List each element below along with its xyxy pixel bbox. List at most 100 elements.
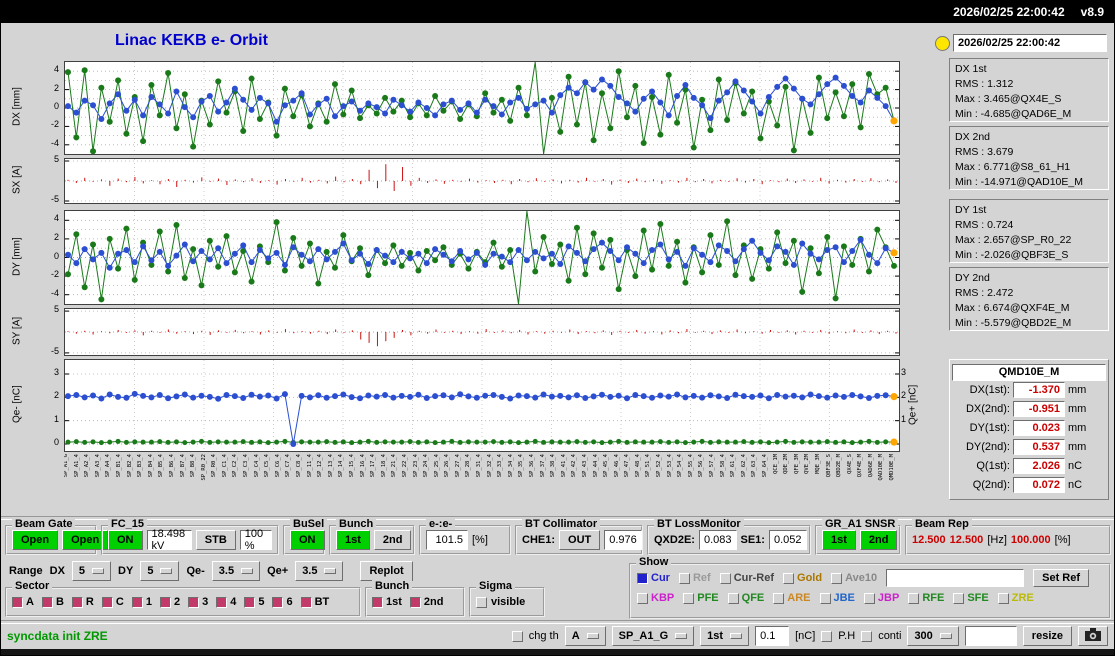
x-axis-label: SP_23_4 <box>412 454 419 478</box>
range-dx-select[interactable]: 5 <box>71 561 112 581</box>
sector-checkbox-A[interactable] <box>12 596 23 608</box>
sector-checkbox-5[interactable] <box>244 596 256 608</box>
show-checkbox-ARE[interactable] <box>773 592 785 604</box>
threshold-unit: [nC] <box>795 630 816 642</box>
sector-checkbox-R[interactable] <box>71 596 83 608</box>
sector-select[interactable]: A <box>564 626 606 646</box>
monitor-row-3: DY(2nd): 0.537 mm <box>952 438 1106 457</box>
x-axis-label: QVE_2M <box>804 454 811 474</box>
stat-rms: RMS : 1.312 <box>955 78 1014 90</box>
qxd2e-value-display: 0.083 <box>698 530 737 550</box>
conti-label: conti <box>878 630 902 642</box>
show-checkbox-JBP[interactable] <box>863 592 875 604</box>
ref-name-input[interactable] <box>886 569 1025 587</box>
dy-plot[interactable] <box>64 210 900 305</box>
show-checkbox-Ref[interactable] <box>678 572 690 584</box>
sector-checkbox-2[interactable] <box>159 596 171 608</box>
sector-checkbox-B[interactable] <box>41 596 53 608</box>
gr-snsr-1st-button[interactable]: 1st <box>822 530 856 550</box>
bunch-select[interactable]: 1st <box>700 626 750 646</box>
x-axis-label: SP_27_4 <box>454 454 461 478</box>
fc15-kv-display: 18.498 kV <box>146 528 192 552</box>
sx-plot[interactable] <box>64 158 900 204</box>
sector-checkbox-BT[interactable] <box>300 596 312 608</box>
show-checkbox-RFE[interactable] <box>908 592 920 604</box>
bt-lossmonitor-group: BT LossMonitor QXD2E: 0.083 SE1: 0.052 <box>647 518 811 555</box>
beam-gate-open-button-2[interactable]: Open <box>62 530 109 550</box>
sector-checkbox-6[interactable] <box>272 596 284 608</box>
show-label-SFE: SFE <box>967 592 989 604</box>
bunch-2nd-button[interactable]: 2nd <box>373 530 412 550</box>
option-menu-dash <box>675 633 688 639</box>
fc15-on-button[interactable]: ON <box>108 530 143 550</box>
resize-button[interactable]: resize <box>1022 626 1072 646</box>
show-label-KBP: KBP <box>651 592 675 604</box>
show-checkbox-PFE[interactable] <box>683 592 695 604</box>
busel-on-button[interactable]: ON <box>290 530 325 550</box>
show-checkbox-Cur-Ref[interactable] <box>719 572 731 584</box>
snapshot-button[interactable] <box>1078 626 1108 646</box>
range-qem-select[interactable]: 3.5 <box>211 561 261 581</box>
show-checkbox-ZRE[interactable] <box>997 592 1009 604</box>
replot-button[interactable]: Replot <box>360 561 413 581</box>
show-item-KBP: KBP <box>637 592 674 604</box>
bunch-select-checkbox-2nd[interactable] <box>409 596 421 608</box>
conti-checkbox[interactable] <box>861 630 873 642</box>
show-checkbox-Gold[interactable] <box>783 572 795 584</box>
beam-gate-group: Beam Gate Open Open <box>5 518 109 555</box>
threshold-input[interactable] <box>755 626 790 646</box>
qe-right-y-tick: 1 <box>901 413 907 424</box>
option-menu-dash <box>241 568 254 574</box>
fc15-stb-button[interactable]: STB <box>195 530 236 550</box>
bunch-select-checkbox-1st[interactable] <box>372 596 383 608</box>
x-axis-label: SP_61_4 <box>730 454 737 478</box>
bunch-1st-button[interactable]: 1st <box>336 530 370 550</box>
monitor-row-1: DX(2nd): -0.951 mm <box>952 400 1106 419</box>
dy-y-tick: 0 <box>53 250 59 261</box>
sector-label-2: 2 <box>173 596 181 608</box>
monitor-row-2: DY(1st): 0.023 mm <box>952 419 1106 438</box>
x-axis-label: QFE_3M <box>793 454 800 474</box>
che1-out-button[interactable]: OUT <box>559 530 601 550</box>
bunch-group: Bunch 1st 2nd <box>329 518 415 555</box>
sy-y-tick: -5 <box>50 345 59 356</box>
set-ref-button[interactable]: Set Ref <box>1033 569 1090 587</box>
interval-select[interactable]: 300 <box>907 626 959 646</box>
range-dy-select[interactable]: 5 <box>140 561 180 581</box>
show-checkbox-JBE[interactable] <box>819 592 831 604</box>
sector-checkbox-4[interactable] <box>216 596 228 608</box>
show-label-ARE: ARE <box>787 592 811 604</box>
show-checkbox-KBP[interactable] <box>637 592 648 604</box>
stat-title: DY 1st <box>955 204 987 216</box>
sx-y-tick: -5 <box>50 194 59 204</box>
sy-plot[interactable] <box>64 308 900 356</box>
show-checkbox-Cur[interactable] <box>637 572 648 584</box>
stat-max: Max : 2.657@SP_R0_22 <box>955 234 1072 246</box>
bpm-select[interactable]: SP_A1_G <box>611 626 695 646</box>
range-qep-select[interactable]: 3.5 <box>295 561 344 581</box>
show-checkbox-SFE[interactable] <box>953 592 965 604</box>
x-axis-label: SP_47_4 <box>624 454 631 478</box>
sector-checkbox-3[interactable] <box>188 596 200 608</box>
chg-th-checkbox[interactable] <box>511 630 523 642</box>
ph-checkbox[interactable] <box>821 630 833 642</box>
x-axis-label: SP_12_4 <box>317 454 324 478</box>
sector-label-1: 1 <box>145 596 152 608</box>
dx-plot[interactable] <box>64 61 900 155</box>
dy-y-tick: 2 <box>53 231 59 242</box>
sector-checkbox-C[interactable] <box>101 596 113 608</box>
sx-plot-row: SX [A] 5 -5 <box>1 154 926 204</box>
gr-snsr-2nd-button[interactable]: 2nd <box>859 530 898 550</box>
sector-checkbox-1[interactable] <box>131 596 143 608</box>
beam-gate-open-button-1[interactable]: Open <box>12 530 59 550</box>
show-checkbox-QFE[interactable] <box>727 592 739 604</box>
x-axis-label: SP_C1_4 <box>221 454 228 478</box>
show-checkbox-Ave10[interactable] <box>831 572 843 584</box>
monitor-row-value: 0.023 <box>1013 420 1065 436</box>
aux-input[interactable] <box>964 626 1017 646</box>
x-axis-label: SP_A1_4 <box>73 454 80 478</box>
x-axis-label: SP_52_4 <box>656 454 662 478</box>
sigma-visible-checkbox[interactable] <box>476 596 487 608</box>
qe-plot[interactable] <box>64 359 900 452</box>
qe-y-tick: 3 <box>53 367 59 377</box>
